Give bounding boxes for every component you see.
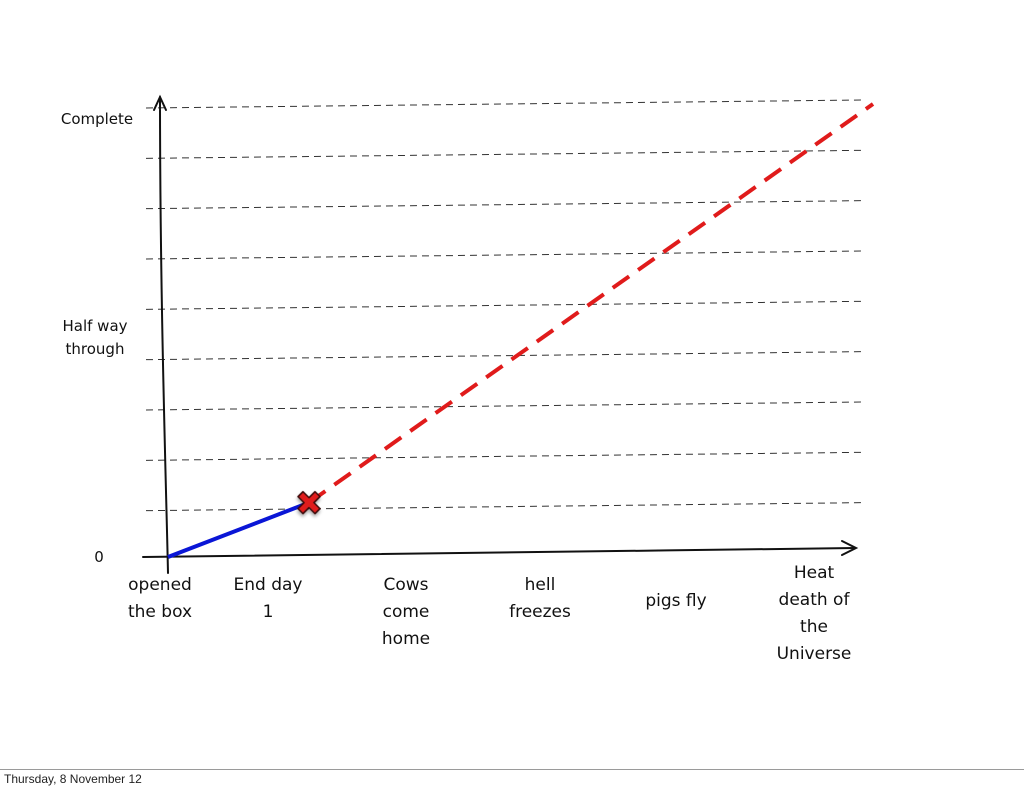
- y-tick-label-line: 0: [94, 548, 104, 566]
- x-tick-label: pigs fly: [645, 591, 706, 611]
- gridline: [145, 502, 863, 512]
- x-tick-label-line: 1: [263, 602, 274, 622]
- series-line-2: [307, 102, 875, 505]
- y-tick-label: Half way through: [62, 317, 127, 358]
- x-tick-label-line: Universe: [777, 644, 852, 664]
- y-axis-line: [159, 96, 169, 574]
- cross-icon: [297, 490, 321, 515]
- x-tick-label-line: home: [382, 629, 430, 649]
- x-tick-label: hell freezes: [509, 575, 571, 622]
- x-axis-labels: opened the box End day 1 Cows come home hell fre…: [128, 563, 851, 664]
- progress-marker: [297, 490, 321, 515]
- y-tick-label: 0: [94, 548, 104, 566]
- footer-date: Thursday, 8 November 12: [4, 772, 142, 786]
- x-axis-arrowhead: [841, 540, 859, 556]
- x-tick-label: End day 1: [234, 575, 303, 622]
- slide-footer: Thursday, 8 November 12: [0, 769, 1024, 789]
- axes: [142, 94, 859, 574]
- progress-chart: Complete Half way through 0 opened the box En…: [61, 94, 875, 664]
- x-tick-label: Cows come home: [382, 575, 430, 649]
- gridline: [145, 351, 863, 361]
- marker-layer: [297, 490, 321, 515]
- x-tick-label-line: the: [800, 617, 828, 637]
- x-tick-label: Heat death of the Universe: [777, 563, 852, 664]
- x-tick-label-line: pigs fly: [645, 591, 706, 611]
- y-tick-label-line: through: [66, 340, 125, 358]
- gridline: [145, 300, 863, 310]
- x-axis-line: [142, 547, 856, 558]
- gridline: [145, 250, 863, 260]
- gridline: [145, 99, 863, 109]
- x-tick-label-line: End day: [234, 575, 303, 595]
- y-axis-labels: Complete Half way through 0: [61, 110, 133, 566]
- gridline: [145, 149, 863, 159]
- x-tick-label-line: the box: [128, 602, 192, 622]
- y-tick-label-line: Half way: [62, 317, 127, 335]
- series-line-1: [167, 500, 310, 559]
- gridline: [145, 401, 863, 411]
- y-axis-arrowhead: [153, 94, 167, 111]
- x-tick-label-line: Heat: [794, 563, 835, 583]
- x-tick-label-line: freezes: [509, 602, 571, 622]
- y-tick-label-line: Complete: [61, 110, 133, 128]
- y-tick-label: Complete: [61, 110, 133, 128]
- series-lines: [167, 102, 875, 559]
- slide-canvas: Complete Half way through 0 opened the box En…: [60, 94, 875, 664]
- x-tick-label-line: Cows: [383, 575, 428, 595]
- x-tick-label: opened the box: [128, 575, 192, 622]
- x-tick-label-line: death of: [779, 590, 851, 610]
- gridline: [145, 451, 863, 461]
- gridlines: [145, 99, 863, 512]
- x-tick-label-line: come: [383, 602, 430, 622]
- gridline: [145, 200, 863, 210]
- x-tick-label-line: opened: [128, 575, 192, 595]
- x-tick-label-line: hell: [525, 575, 556, 595]
